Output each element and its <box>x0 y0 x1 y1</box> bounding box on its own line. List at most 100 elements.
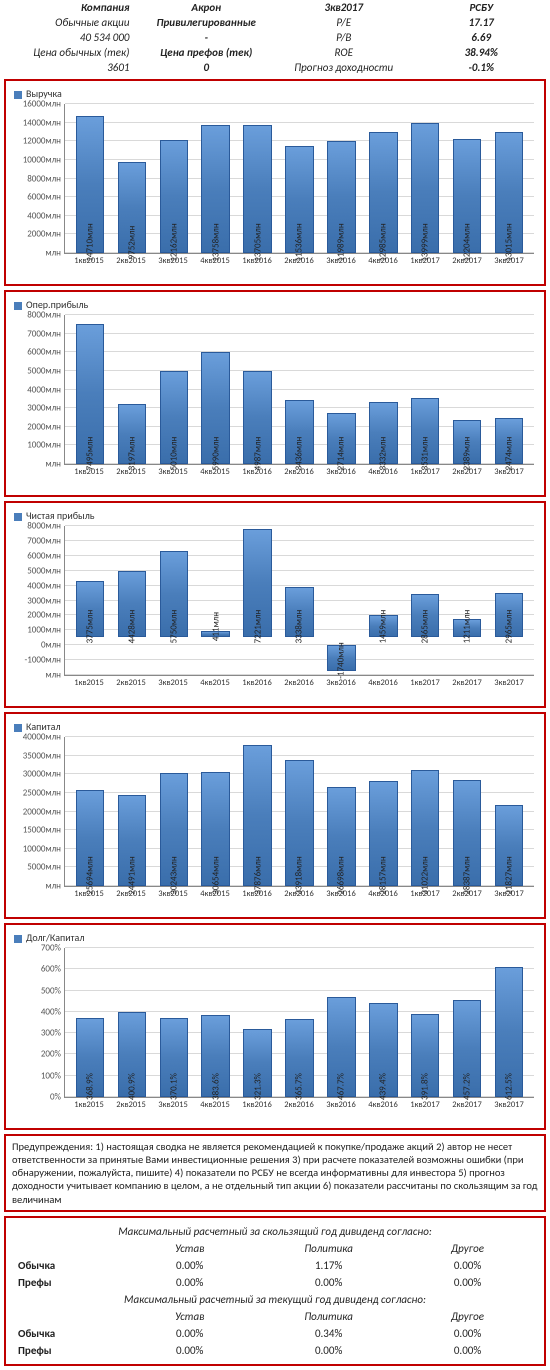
chart-body: 0%100%200%300%400%500%600%700%368.9%400.… <box>64 948 534 1098</box>
bar-wrap: 13999млн <box>404 104 446 253</box>
bars-container: 368.9%400.9%370.1%383.6%321.3%365.7%467.… <box>65 948 534 1097</box>
bar-wrap: -1740млн <box>320 526 362 675</box>
bar: 25694млн <box>76 790 104 886</box>
y-axis-label: 35000млн <box>23 750 65 761</box>
y-axis-label: 7000млн <box>27 535 65 546</box>
bar: 3338млн <box>285 587 313 637</box>
bar-value-label: 383.6% <box>210 1073 221 1100</box>
y-axis-label: 5000млн <box>27 565 65 576</box>
bar-value-label: 12204млн <box>462 223 473 261</box>
x-axis-label: 1кв2017 <box>404 1100 446 1110</box>
header-cell: Обычные акции <box>0 15 138 30</box>
bar-value-label: 30654млн <box>210 856 221 894</box>
y-axis-label: 8000млн <box>27 521 65 532</box>
bar-value-label: 3332млн <box>378 437 389 471</box>
bar-value-label: 5750млн <box>168 609 179 643</box>
bar-wrap: 400.9% <box>111 948 153 1097</box>
y-axis-label: 6000млн <box>27 192 65 203</box>
bar-value-label: 31022млн <box>420 856 431 894</box>
y-axis-label: 16000млн <box>23 99 65 110</box>
x-axis-label: 2кв2016 <box>278 1100 320 1110</box>
bar-value-label: 3436млн <box>294 437 305 471</box>
bar: 411млн <box>201 631 229 637</box>
dividend-col: Политика <box>260 1309 397 1324</box>
bar-wrap: 11536млн <box>279 104 321 253</box>
dividend-value: 0.00% <box>121 1275 258 1290</box>
bar-wrap: 33918млн <box>279 737 321 886</box>
bar-value-label: 7221млн <box>252 609 263 643</box>
bar-value-label: 13758млн <box>210 223 221 261</box>
bar: 2389млн <box>453 420 481 464</box>
y-axis-label: 15000млн <box>23 825 65 836</box>
bar-wrap: 28387млн <box>446 737 488 886</box>
bar: 12162млн <box>160 140 188 253</box>
y-axis-label: 7000млн <box>27 328 65 339</box>
x-axis-label: 4кв2016 <box>362 1100 404 1110</box>
bar-wrap: 2965млн <box>488 526 530 675</box>
y-axis-label: 5000млн <box>27 365 65 376</box>
dividend-value: 0.00% <box>399 1258 536 1273</box>
bar-wrap: 24491млн <box>111 737 153 886</box>
dividend-header: Максимальный расчетный за скользящий год… <box>14 1224 536 1239</box>
header-cell: 38.94% <box>413 45 550 60</box>
x-axis-label: 2кв2015 <box>110 678 152 688</box>
x-axis-label: 4кв2015 <box>194 678 236 688</box>
bar: 13015млн <box>495 132 523 253</box>
chart-Долг/Капитал: Долг/Капитал 0%100%200%300%400%500%600%70… <box>4 923 546 1130</box>
x-axis-label: 3кв2017 <box>488 1100 530 1110</box>
header-cell: Цена префов (тек) <box>138 45 276 60</box>
bar-value-label: 4428млн <box>126 609 137 643</box>
dividend-value: 0.00% <box>121 1326 258 1341</box>
bar: 2965млн <box>495 593 523 637</box>
bar-wrap: 7221млн <box>237 526 279 675</box>
bar-wrap: 383.6% <box>195 948 237 1097</box>
bar: 391.8% <box>411 1014 439 1097</box>
header-cell: 3601 <box>0 60 138 75</box>
x-axis-label: 3кв2015 <box>152 678 194 688</box>
dividend-col: Устав <box>121 1309 258 1324</box>
bar-value-label: -1740млн <box>336 642 347 679</box>
bar-value-label: 28387млн <box>462 856 473 894</box>
bar-value-label: 21827млн <box>504 856 515 894</box>
x-axis-label: 4кв2016 <box>362 678 404 688</box>
bar: 3775млн <box>76 581 104 637</box>
bar-wrap: 25694млн <box>69 737 111 886</box>
bars-container: 3775млн 4428млн 5750млн 411млн 7221млн 3338мл… <box>65 526 534 675</box>
chart-Выручка: Выручкамлн2000млн4000млн6000млн8000млн10… <box>4 79 546 286</box>
bar-wrap: 321.3% <box>237 948 279 1097</box>
y-axis-label: 6000млн <box>27 347 65 358</box>
bar: 21827млн <box>495 805 523 886</box>
x-axis-label: 1кв2016 <box>236 678 278 688</box>
bar: 3197млн <box>118 404 146 464</box>
dividend-box: Максимальный расчетный за скользящий год… <box>4 1216 546 1366</box>
y-axis-label: 6000млн <box>27 550 65 561</box>
y-axis-label: 100% <box>41 1070 65 1081</box>
bar-wrap: 26698млн <box>320 737 362 886</box>
bar-value-label: 612.5% <box>504 1073 515 1100</box>
header-cell: Компания <box>0 0 138 15</box>
bar-value-label: 2865млн <box>420 609 431 643</box>
bar-value-label: 411млн <box>210 612 221 641</box>
bar-value-label: 1211млн <box>462 609 473 643</box>
dividend-value: 0.00% <box>260 1275 397 1290</box>
y-axis-label: 10000млн <box>23 154 65 165</box>
x-axis-label: 3кв2016 <box>320 678 362 688</box>
y-axis-label: 5000млн <box>27 862 65 873</box>
x-axis-label: 1кв2015 <box>68 678 110 688</box>
chart-body: млн-1000млн0млн1000млн2000млн3000млн4000… <box>64 526 534 676</box>
header-cell: 17.17 <box>413 15 550 30</box>
dividend-value: 0.00% <box>121 1258 258 1273</box>
bar: 368.9% <box>76 1018 104 1097</box>
y-axis-label: 3000млн <box>27 403 65 414</box>
chart-legend: Долг/Капитал <box>14 931 538 944</box>
bar-wrap: 30243млн <box>153 737 195 886</box>
bar: 2474млн <box>495 418 523 464</box>
bar-value-label: 5010млн <box>168 437 179 471</box>
y-axis-label: 4000млн <box>27 580 65 591</box>
bar: 1211млн <box>453 619 481 637</box>
header-cell: Прогноз доходности <box>275 60 413 75</box>
bar-wrap: 14710млн <box>69 104 111 253</box>
warning-text: Предупреждения: 1) настоящая сводка не я… <box>12 1140 537 1206</box>
x-axis-label: 2кв2017 <box>446 678 488 688</box>
y-axis-label: 2000млн <box>27 610 65 621</box>
